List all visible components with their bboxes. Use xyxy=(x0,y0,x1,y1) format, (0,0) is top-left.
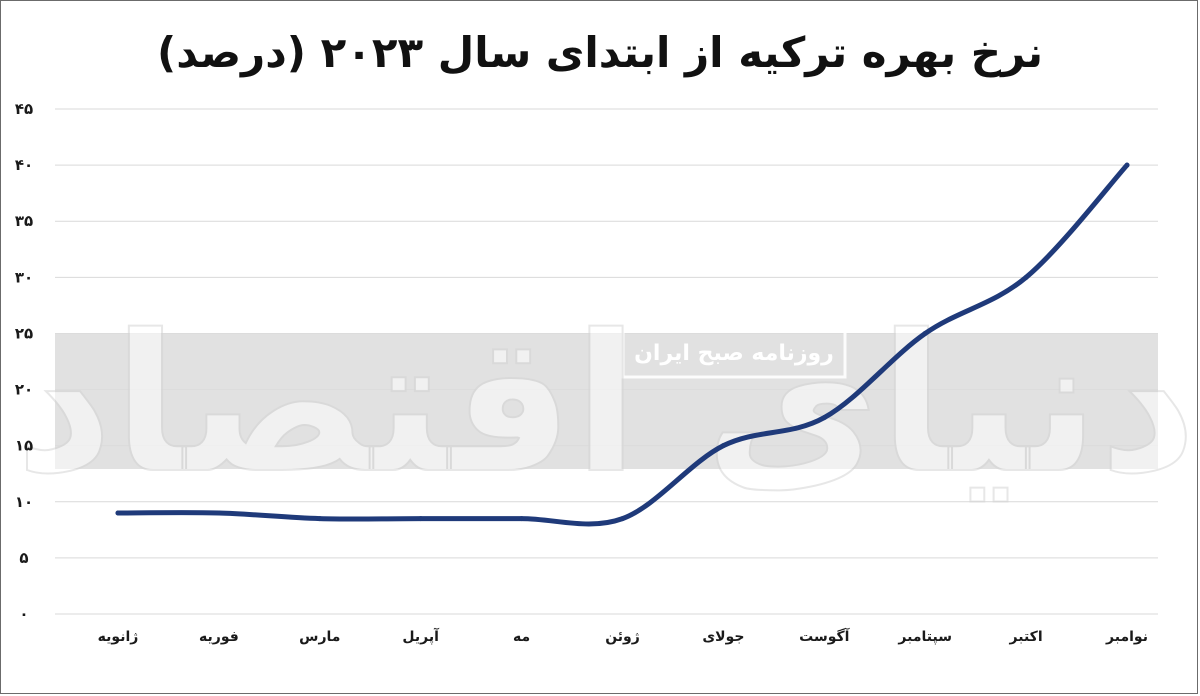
x-tick-label: مه xyxy=(513,629,530,645)
watermark: روزنامه صبح ایران دنیای اقتصاد xyxy=(14,293,1197,516)
y-tick-label: ۱۰ xyxy=(15,493,33,511)
data-point xyxy=(216,510,222,516)
y-tick-label: ۲۵ xyxy=(15,324,33,342)
data-point xyxy=(720,443,726,449)
watermark-band xyxy=(55,333,1158,469)
y-tick-label: ۳۰ xyxy=(15,268,33,286)
data-point xyxy=(519,516,525,522)
x-tick-label: آپریل xyxy=(402,627,440,645)
x-tick-label: آگوست xyxy=(799,627,851,645)
y-tick-label: ۴۵ xyxy=(15,100,33,118)
data-point xyxy=(418,516,424,522)
x-tick-label: مارس xyxy=(299,629,340,645)
watermark-badge-text: روزنامه صبح ایران xyxy=(634,341,834,366)
data-point xyxy=(821,415,827,421)
x-tick-label: ژوئن xyxy=(605,629,640,645)
y-tick-label: ۱۵ xyxy=(15,437,33,455)
chart-title-container: نرخ بهره ترکیه از ابتدای سال ۲۰۲۳ (درصد) xyxy=(0,28,1200,77)
x-tick-label: سپتامبر xyxy=(897,629,952,645)
y-tick-label: ۴۰ xyxy=(15,156,33,174)
y-axis-ticks: ۰ ۵ ۱۰ ۱۵ ۲۰ ۲۵ ۳۰ ۳۵ ۴۰ ۴۵ xyxy=(15,100,33,623)
series-line xyxy=(115,162,1130,527)
series-layer xyxy=(115,162,1130,527)
y-tick-label: ۳۵ xyxy=(15,212,33,230)
x-tick-label: نوامبر xyxy=(1105,629,1148,645)
data-point xyxy=(620,516,625,522)
watermark-logo-text: دنیای اقتصاد xyxy=(15,294,1196,515)
data-point xyxy=(115,510,121,516)
y-tick-label: ۰ xyxy=(19,605,28,623)
x-tick-label: فوریه xyxy=(199,629,239,645)
data-point xyxy=(317,516,323,522)
x-tick-label: ژانویه xyxy=(98,629,139,645)
x-axis-ticks: ژانویه فوریه مارس آپریل مه ژوئن جولای آگوست سپتا… xyxy=(98,627,1148,645)
data-point xyxy=(922,330,928,336)
y-tick-label: ۵ xyxy=(19,549,28,567)
data-point xyxy=(1023,274,1029,280)
chart-title: نرخ بهره ترکیه از ابتدای سال ۲۰۲۳ (درصد) xyxy=(157,28,1043,77)
x-tick-label: اکتبر xyxy=(1009,629,1043,645)
data-point xyxy=(1124,162,1130,168)
y-tick-label: ۲۰ xyxy=(15,381,33,399)
x-tick-label: جولای xyxy=(702,629,744,645)
watermark-badge-box xyxy=(621,323,847,379)
